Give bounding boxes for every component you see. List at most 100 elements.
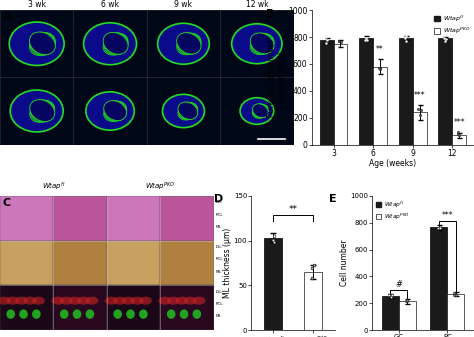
Bar xyxy=(161,285,214,330)
Bar xyxy=(334,44,347,145)
Ellipse shape xyxy=(105,297,118,305)
Point xyxy=(417,108,425,113)
Point xyxy=(414,106,422,112)
Ellipse shape xyxy=(253,104,268,118)
Ellipse shape xyxy=(192,297,205,305)
Point xyxy=(416,112,424,117)
Bar xyxy=(399,301,416,330)
Bar xyxy=(107,196,161,241)
Ellipse shape xyxy=(178,102,198,119)
Text: ***: *** xyxy=(441,212,453,220)
Text: **: ** xyxy=(289,205,298,214)
Point xyxy=(376,66,384,72)
Ellipse shape xyxy=(86,297,99,305)
Ellipse shape xyxy=(167,309,175,319)
Text: PCL: PCL xyxy=(216,302,224,306)
Ellipse shape xyxy=(158,297,171,305)
Text: D: D xyxy=(214,194,223,205)
Point xyxy=(452,293,459,298)
Text: ***: *** xyxy=(453,118,465,127)
Bar xyxy=(304,272,322,330)
Point xyxy=(401,36,409,41)
Text: #: # xyxy=(395,280,402,289)
Point xyxy=(308,275,315,281)
Point xyxy=(269,238,277,243)
Point xyxy=(403,298,410,303)
Bar xyxy=(382,296,399,330)
Bar xyxy=(107,241,161,285)
Point xyxy=(364,38,371,43)
Ellipse shape xyxy=(232,24,282,64)
Point xyxy=(387,295,395,300)
Point xyxy=(362,35,369,41)
Bar xyxy=(107,285,161,330)
Text: IGL: IGL xyxy=(216,201,223,205)
Ellipse shape xyxy=(10,90,63,132)
Ellipse shape xyxy=(30,32,55,55)
Ellipse shape xyxy=(180,309,188,319)
Ellipse shape xyxy=(32,297,45,305)
Point xyxy=(335,38,343,44)
Ellipse shape xyxy=(104,33,128,55)
Point xyxy=(388,293,396,298)
Y-axis label: Purkeije cell number
(section field): Purkeije cell number (section field) xyxy=(267,38,287,117)
Ellipse shape xyxy=(178,102,198,120)
Bar xyxy=(0,241,54,285)
Text: 12 wk: 12 wk xyxy=(246,0,268,9)
Ellipse shape xyxy=(7,297,19,305)
Ellipse shape xyxy=(251,33,274,54)
Ellipse shape xyxy=(73,309,82,319)
Point xyxy=(324,37,331,42)
Ellipse shape xyxy=(139,309,147,319)
Ellipse shape xyxy=(104,101,127,121)
Ellipse shape xyxy=(86,309,94,319)
Ellipse shape xyxy=(177,33,201,54)
Bar xyxy=(373,67,387,145)
Ellipse shape xyxy=(177,33,201,54)
Point xyxy=(337,40,345,45)
Ellipse shape xyxy=(113,297,126,305)
Ellipse shape xyxy=(9,22,64,65)
Ellipse shape xyxy=(240,98,273,124)
Text: 9 wk: 9 wk xyxy=(174,0,192,9)
Ellipse shape xyxy=(19,309,28,319)
Point xyxy=(361,38,369,43)
Point xyxy=(335,38,343,43)
Ellipse shape xyxy=(68,297,82,305)
Text: PCL: PCL xyxy=(216,213,224,217)
Ellipse shape xyxy=(51,297,64,305)
Text: PCL: PCL xyxy=(216,257,224,262)
Ellipse shape xyxy=(77,297,90,305)
Ellipse shape xyxy=(177,33,201,55)
Text: IGL: IGL xyxy=(216,290,223,294)
Bar xyxy=(0,285,54,330)
Point xyxy=(375,65,383,70)
Text: $Wtap^{PKO}$: $Wtap^{PKO}$ xyxy=(145,181,176,193)
Text: A: A xyxy=(3,12,11,22)
Ellipse shape xyxy=(177,33,201,55)
Ellipse shape xyxy=(104,101,127,121)
Text: 6 wk: 6 wk xyxy=(101,0,119,9)
Ellipse shape xyxy=(163,94,204,128)
Ellipse shape xyxy=(15,297,28,305)
Bar xyxy=(161,196,214,241)
Point xyxy=(437,224,444,230)
Bar xyxy=(438,38,452,145)
Point xyxy=(455,132,462,138)
Point xyxy=(402,34,410,39)
Ellipse shape xyxy=(60,297,73,305)
Ellipse shape xyxy=(7,309,15,319)
Ellipse shape xyxy=(158,23,210,64)
Bar xyxy=(161,241,214,285)
Text: C: C xyxy=(2,198,10,208)
Bar xyxy=(54,285,107,330)
Ellipse shape xyxy=(24,297,36,305)
Ellipse shape xyxy=(30,100,55,122)
Ellipse shape xyxy=(103,32,128,54)
Y-axis label: ML thickness (μm): ML thickness (μm) xyxy=(223,228,232,298)
Bar xyxy=(447,294,465,330)
Ellipse shape xyxy=(32,309,41,319)
Point xyxy=(310,263,318,268)
Legend: $Wtap^{fl}$, $Wtap^{PKO}$: $Wtap^{fl}$, $Wtap^{PKO}$ xyxy=(433,13,471,37)
Bar xyxy=(452,135,466,145)
